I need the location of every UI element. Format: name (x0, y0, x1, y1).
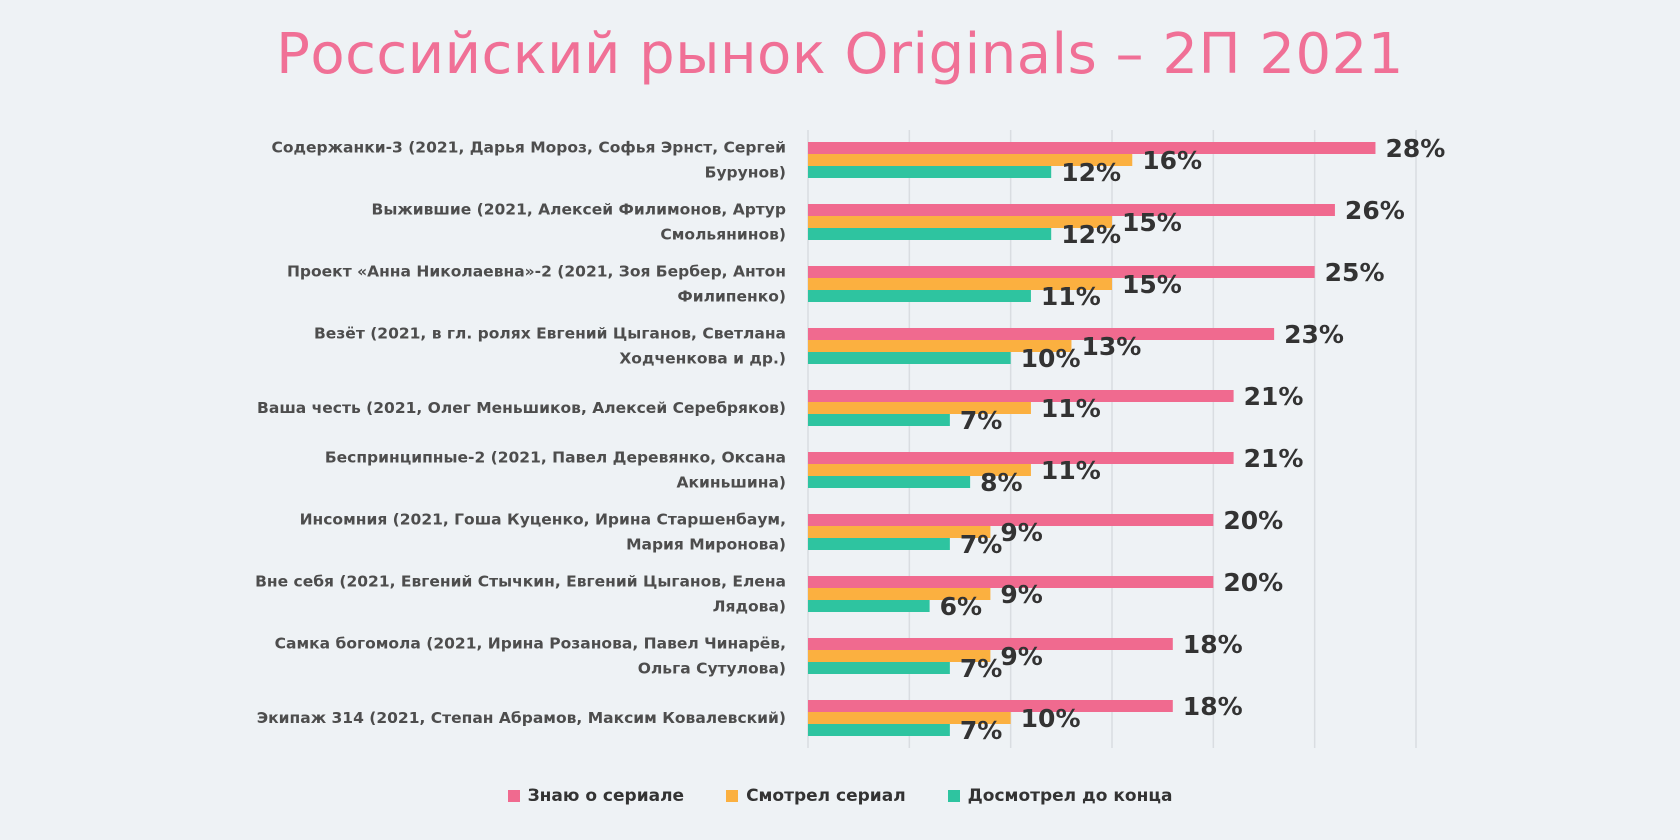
bar-3 (808, 662, 950, 674)
category-label: Беспринципные-2 (2021, Павел Деревянко, … (325, 449, 786, 467)
value-label: 23% (1284, 320, 1344, 349)
value-label: 15% (1122, 208, 1182, 237)
bar-2 (808, 216, 1112, 228)
legend-swatch (947, 790, 960, 802)
legend-label: Смотрел сериал (746, 786, 906, 806)
category-label: Самка богомола (2021, Ирина Розанова, Па… (275, 635, 786, 653)
value-label: 20% (1223, 568, 1283, 597)
bar-3 (808, 476, 971, 488)
category-label: Бурунов) (705, 164, 786, 182)
legend-item: Смотрел сериал (726, 786, 906, 806)
value-label: 7% (960, 530, 1002, 559)
bar-1 (808, 700, 1173, 712)
value-label: 9% (1000, 580, 1042, 609)
bar-1 (808, 576, 1214, 588)
bar-3 (808, 724, 950, 736)
category-label: Смольянинов) (660, 226, 786, 244)
category-label: Везёт (2021, в гл. ролях Евгений Цыганов… (314, 325, 786, 343)
value-label: 6% (940, 592, 982, 621)
category-label: Инсомния (2021, Гоша Куценко, Ирина Стар… (300, 511, 786, 529)
legend: Знаю о сериале Смотрел сериал Досмотрел до… (0, 786, 1680, 806)
chart-title: Российский рынок Originals – 2П 2021 (276, 22, 1404, 87)
category-label: Содержанки-3 (2021, Дарья Мороз, Софья Э… (271, 139, 786, 157)
category-label: Вне себя (2021, Евгений Стычкин, Евгений… (255, 573, 786, 591)
value-label: 7% (960, 406, 1002, 435)
bar-1 (808, 142, 1376, 154)
category-label: Ходченкова и др.) (619, 350, 786, 368)
legend-item: Знаю о сериале (507, 786, 685, 806)
category-label: Экипаж 314 (2021, Степан Абрамов, Максим… (257, 709, 786, 727)
bar-3 (808, 600, 930, 612)
bar-2 (808, 154, 1133, 166)
bar-2 (808, 278, 1112, 290)
legend-swatch (726, 790, 739, 802)
legend-label: Знаю о сериале (527, 786, 685, 806)
legend-swatch (507, 790, 520, 802)
bar-3 (808, 166, 1052, 178)
value-label: 12% (1061, 158, 1121, 187)
bar-1 (808, 266, 1315, 278)
bar-2 (808, 340, 1072, 352)
bar-3 (808, 538, 950, 550)
category-label: Акиньшина) (677, 474, 786, 492)
value-label: 26% (1345, 196, 1405, 225)
value-label: 21% (1244, 444, 1304, 473)
category-labels: Содержанки-3 (2021, Дарья Мороз, Софья Э… (255, 139, 786, 728)
bars (808, 142, 1376, 736)
value-label: 18% (1183, 630, 1243, 659)
bar-2 (808, 464, 1031, 476)
category-label: Филипенко) (677, 288, 786, 306)
bar-3 (808, 414, 950, 426)
value-label: 11% (1041, 282, 1101, 311)
value-label: 12% (1061, 220, 1121, 249)
bar-2 (808, 588, 991, 600)
bar-3 (808, 290, 1031, 302)
value-labels: 28%16%12%26%15%12%25%15%11%23%13%10%21%1… (940, 134, 1446, 745)
value-label: 16% (1142, 146, 1202, 175)
value-label: 8% (980, 468, 1022, 497)
category-label: Ольга Сутулова) (638, 660, 786, 678)
category-label: Лядова) (713, 598, 786, 616)
bar-1 (808, 328, 1275, 340)
value-label: 11% (1041, 456, 1101, 485)
category-label: Ваша честь (2021, Олег Меньшиков, Алексе… (257, 399, 786, 417)
value-label: 7% (960, 654, 1002, 683)
legend-item: Досмотрел до конца (947, 786, 1173, 806)
value-label: 7% (960, 716, 1002, 745)
bar-1 (808, 638, 1173, 650)
bar-2 (808, 712, 1011, 724)
bar-2 (808, 402, 1031, 414)
bar-1 (808, 514, 1214, 526)
value-label: 25% (1325, 258, 1385, 287)
value-label: 15% (1122, 270, 1182, 299)
bar-2 (808, 526, 991, 538)
value-label: 11% (1041, 394, 1101, 423)
bar-3 (808, 352, 1011, 364)
value-label: 13% (1081, 332, 1141, 361)
category-label: Выжившие (2021, Алексей Филимонов, Артур (372, 201, 787, 219)
value-label: 9% (1000, 642, 1042, 671)
value-label: 28% (1385, 134, 1445, 163)
bar-2 (808, 650, 991, 662)
value-label: 10% (1021, 704, 1081, 733)
category-label: Мария Миронова) (626, 536, 786, 554)
value-label: 10% (1021, 344, 1081, 373)
bar-chart: Содержанки-3 (2021, Дарья Мороз, Софья Э… (255, 130, 1446, 748)
bar-3 (808, 228, 1052, 240)
value-label: 20% (1223, 506, 1283, 535)
legend-label: Досмотрел до конца (967, 786, 1173, 806)
category-label: Проект «Анна Николаевна»-2 (2021, Зоя Бе… (287, 263, 786, 281)
value-label: 9% (1000, 518, 1042, 547)
value-label: 21% (1244, 382, 1304, 411)
bar-1 (808, 390, 1234, 402)
bar-1 (808, 204, 1335, 216)
bar-1 (808, 452, 1234, 464)
value-label: 18% (1183, 692, 1243, 721)
